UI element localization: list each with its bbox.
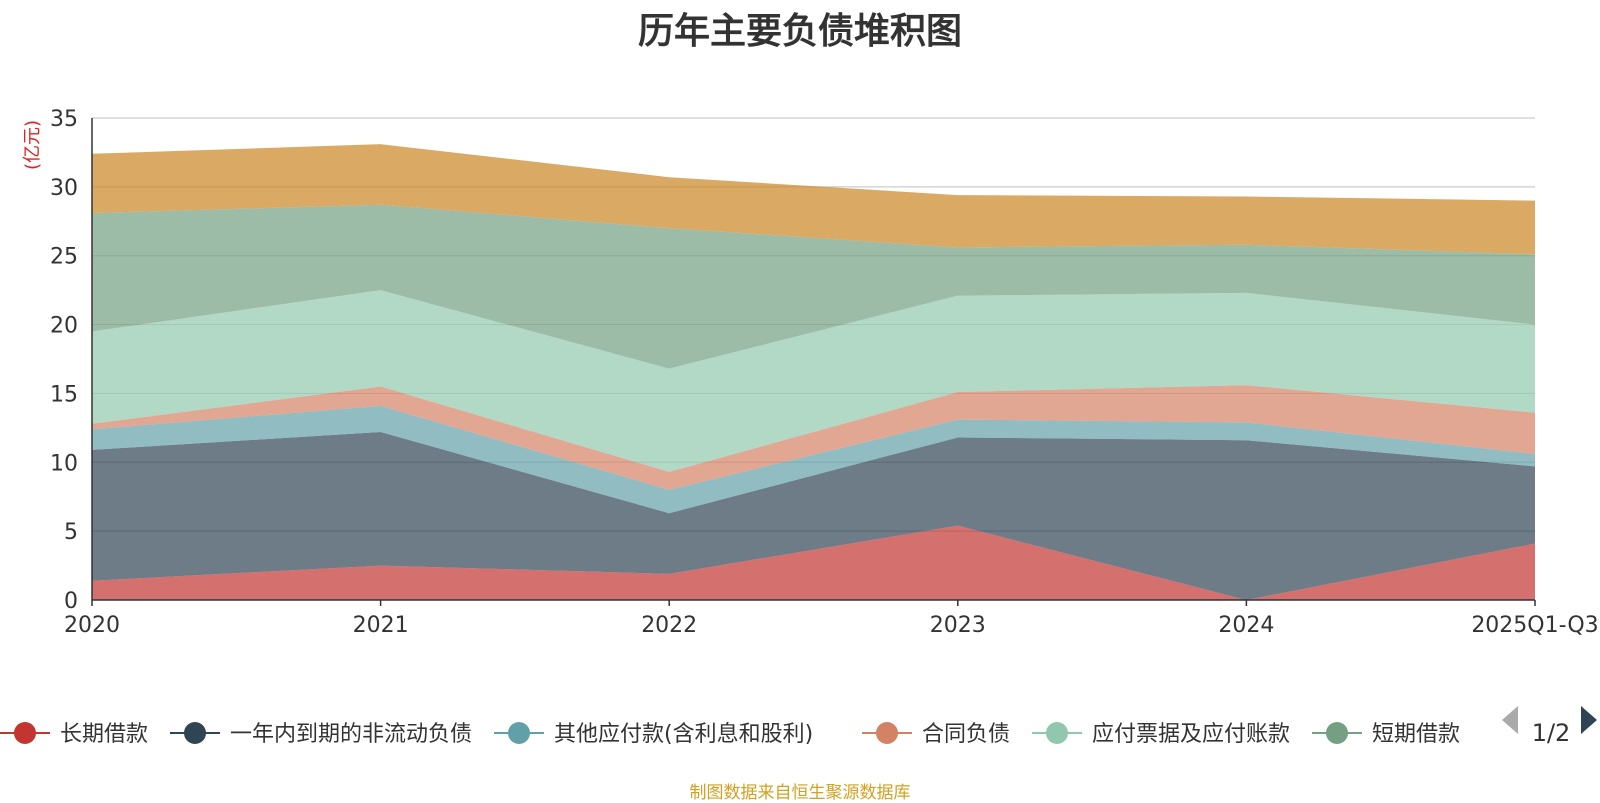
- y-unit-label: (亿元): [22, 120, 43, 170]
- legend-label: 其他应付款(含利息和股利): [554, 722, 813, 747]
- x-tick-label: 2021: [353, 613, 409, 638]
- x-tick-labels: 2020 2021 2022 2023 2024 2025Q1-Q3: [64, 600, 1599, 638]
- area-series-1[interactable]: [92, 431, 1535, 600]
- area-series-0[interactable]: [92, 525, 1535, 600]
- x-tick-label: 2022: [641, 613, 697, 638]
- area-series-6[interactable]: [92, 144, 1535, 255]
- legend-dot-marker: [184, 722, 206, 744]
- y-tick-label: 30: [50, 176, 78, 201]
- legend-label: 合同负债: [922, 722, 1010, 747]
- x-tick-label: 2020: [64, 613, 120, 638]
- area-series-5[interactable]: [92, 204, 1535, 369]
- legend-item-2[interactable]: 其他应付款(含利息和股利): [494, 722, 813, 747]
- legend-page-indicator: 1/2: [1532, 719, 1571, 747]
- legend-item-3[interactable]: 合同负债: [862, 722, 1010, 747]
- legend-dot-marker: [876, 722, 898, 744]
- area-series-3[interactable]: [92, 385, 1535, 490]
- y-tick-labels: 0 5 10 15 20 25 30 35: [50, 107, 78, 614]
- x-tick-label: 2025Q1-Q3: [1471, 613, 1598, 638]
- legend-prev-page-icon[interactable]: [1502, 706, 1518, 734]
- y-tick-label: 0: [64, 589, 78, 614]
- legend-label: 一年内到期的非流动负债: [230, 722, 472, 747]
- x-tick-label: 2024: [1218, 613, 1274, 638]
- chart-title: 历年主要负债堆积图: [637, 11, 962, 52]
- legend-label: 应付票据及应付账款: [1092, 722, 1290, 747]
- source-note: 制图数据来自恒生聚源数据库: [689, 783, 911, 803]
- legend-next-page-icon[interactable]: [1581, 706, 1597, 734]
- y-tick-label: 35: [50, 107, 78, 132]
- x-tick-label: 2023: [930, 613, 986, 638]
- legend: 长期借款 一年内到期的非流动负债 其他应付款(含利息和股利) 合同负债 应付票据及应付账…: [0, 722, 1460, 747]
- legend-item-0[interactable]: 长期借款: [0, 722, 148, 747]
- y-tick-label: 10: [50, 451, 78, 476]
- legend-dot-marker: [1326, 722, 1348, 744]
- axes: [91, 118, 1535, 601]
- y-tick-label: 5: [64, 520, 78, 545]
- y-tick-label: 20: [50, 314, 78, 339]
- legend-label: 长期借款: [60, 722, 148, 747]
- legend-dot-marker: [1046, 722, 1068, 744]
- area-series-2[interactable]: [92, 405, 1535, 514]
- area-series-group: [92, 144, 1535, 600]
- legend-item-1[interactable]: 一年内到期的非流动负债: [170, 722, 472, 747]
- legend-item-5[interactable]: 短期借款: [1312, 722, 1460, 747]
- area-series-4[interactable]: [92, 290, 1535, 472]
- legend-label: 短期借款: [1372, 722, 1460, 747]
- y-tick-label: 25: [50, 245, 78, 270]
- y-tick-label: 15: [50, 382, 78, 407]
- legend-item-4[interactable]: 应付票据及应付账款: [1032, 722, 1290, 747]
- legend-dot-marker: [14, 722, 36, 744]
- legend-pager: 1/2: [1502, 706, 1597, 747]
- legend-dot-marker: [508, 722, 530, 744]
